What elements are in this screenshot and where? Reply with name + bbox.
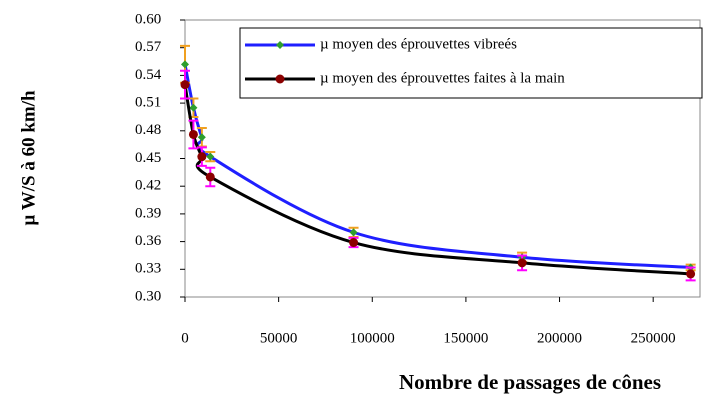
y-axis-title: µ W/S à 60 km/h [18, 90, 39, 226]
legend-marker [276, 41, 284, 49]
y-tick-label: 0.48 [135, 122, 161, 138]
marker [188, 129, 198, 139]
marker [189, 103, 198, 112]
y-tick-label: 0.57 [135, 39, 162, 55]
y-tick-label: 0.39 [135, 205, 161, 221]
legend-label: µ moyen des éprouvettes faites à la main [320, 70, 565, 86]
marker [349, 228, 358, 237]
y-tick-label: 0.30 [135, 288, 161, 304]
marker [180, 80, 190, 90]
x-axis-title: Nombre de passages de cônes [399, 370, 661, 394]
legend-label: µ moyen des éprouvettes vibreés [320, 36, 517, 52]
x-tick-label: 100000 [350, 330, 395, 346]
y-tick-label: 0.36 [135, 233, 162, 249]
x-tick-label: 150000 [443, 330, 488, 346]
y-tick-label: 0.33 [135, 261, 161, 277]
y-tick-label: 0.45 [135, 150, 161, 166]
series-line [183, 64, 691, 269]
y-tick-label: 0.54 [135, 67, 162, 83]
marker [205, 172, 215, 182]
marker [686, 269, 696, 279]
marker [206, 152, 215, 161]
x-tick-label: 50000 [260, 330, 298, 346]
marker [181, 60, 189, 69]
x-tick-label: 0 [181, 330, 189, 346]
marker [349, 238, 359, 248]
y-tick-label: 0.42 [135, 178, 161, 194]
legend-marker [275, 74, 285, 84]
x-tick-label: 250000 [631, 330, 676, 346]
marker [197, 152, 207, 162]
legend [239, 27, 703, 99]
series-line [183, 84, 691, 276]
x-tick-label: 200000 [537, 330, 582, 346]
marker [197, 133, 206, 142]
marker [517, 258, 527, 268]
y-tick-label: 0.51 [135, 95, 161, 111]
y-tick-label: 0.60 [135, 11, 161, 27]
